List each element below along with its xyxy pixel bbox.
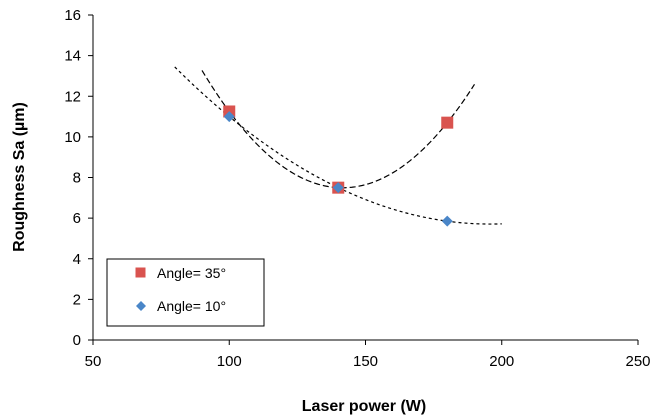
y-tick-label: 6 bbox=[73, 210, 81, 227]
x-tick-label: 200 bbox=[489, 353, 514, 370]
data-markers bbox=[223, 105, 453, 226]
y-tick-label: 4 bbox=[73, 251, 81, 268]
legend-marker-angle-35 bbox=[136, 268, 146, 278]
y-tick-label: 16 bbox=[64, 7, 81, 24]
x-tick-label: 150 bbox=[353, 353, 378, 370]
legend: Angle= 35° Angle= 10° bbox=[107, 259, 264, 326]
x-tick-label: 50 bbox=[85, 353, 102, 370]
data-point-angle-35 bbox=[441, 117, 453, 129]
y-tick-label: 8 bbox=[73, 170, 81, 187]
data-point-angle-10 bbox=[442, 216, 453, 227]
trendlines bbox=[175, 67, 502, 224]
y-tick-label: 0 bbox=[73, 332, 81, 349]
y-tick-label: 14 bbox=[64, 48, 81, 65]
y-axis-title: Roughness Sa (µm) bbox=[11, 102, 28, 252]
x-axis-title: Laser power (W) bbox=[302, 398, 426, 415]
x-tick-label: 250 bbox=[625, 353, 650, 370]
y-tick-label: 10 bbox=[64, 129, 81, 146]
legend-label-angle-10: Angle= 10° bbox=[157, 298, 226, 314]
x-tick-label: 100 bbox=[217, 353, 242, 370]
trendline-angle-35 bbox=[202, 70, 475, 187]
y-tick-label: 2 bbox=[73, 291, 81, 308]
legend-label-angle-35: Angle= 35° bbox=[157, 265, 226, 281]
trendline-angle-10 bbox=[175, 67, 502, 224]
y-tick-label: 12 bbox=[64, 88, 81, 105]
